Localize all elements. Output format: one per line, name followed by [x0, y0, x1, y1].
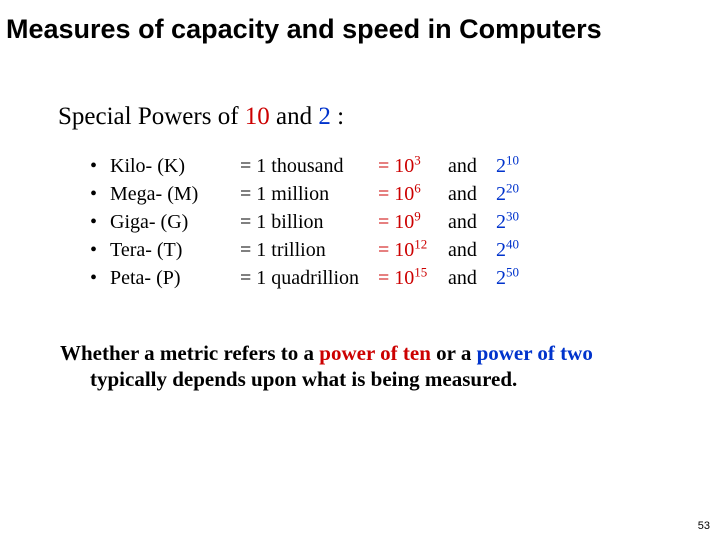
bullet-icon: • — [90, 209, 110, 235]
power-of-ten: = 106 — [378, 181, 448, 207]
power-of-two: 240 — [496, 237, 519, 263]
list-item: •Giga- (G)= 1 billion= 109and230 — [90, 209, 720, 235]
bullet-icon: • — [90, 153, 110, 179]
and-word: and — [448, 237, 496, 263]
subtitle-two: 2 — [318, 103, 331, 130]
slide-title: Measures of capacity and speed in Comput… — [0, 0, 720, 45]
prefix-label: Mega- (M) — [110, 181, 240, 207]
footer-note: Whether a metric refers to a power of te… — [30, 293, 720, 392]
list-item: •Tera- (T)= 1 trillion= 1012and240 — [90, 237, 720, 263]
bullet-icon: • — [90, 181, 110, 207]
list-item: •Peta- (P)= 1 quadrillion= 1015and250 — [90, 265, 720, 291]
value-word: = 1 thousand — [240, 153, 378, 179]
list-item: •Kilo- (K)= 1 thousand= 103and210 — [90, 153, 720, 179]
power-of-two: 220 — [496, 181, 519, 207]
power-of-ten: = 109 — [378, 209, 448, 235]
bullet-icon: • — [90, 265, 110, 291]
and-word: and — [448, 209, 496, 235]
footer-power-of-ten: power of ten — [319, 341, 431, 365]
footer-t1: Whether a metric refers to a — [60, 341, 319, 365]
power-of-two: 250 — [496, 265, 519, 291]
subtitle-lead: Special Powers of — [58, 103, 245, 130]
footer-t2: or a — [431, 341, 477, 365]
prefix-label: Kilo- (K) — [110, 153, 240, 179]
prefix-label: Tera- (T) — [110, 237, 240, 263]
footer-t3: typically depends upon what is being mea… — [90, 367, 517, 391]
power-of-two: 210 — [496, 153, 519, 179]
power-of-ten: = 1012 — [378, 237, 448, 263]
subtitle: Special Powers of 10 and 2 : — [0, 45, 720, 131]
value-word: = 1 million — [240, 181, 378, 207]
prefix-label: Giga- (G) — [110, 209, 240, 235]
value-word: = 1 quadrillion — [240, 265, 378, 291]
list-item: •Mega- (M)= 1 million= 106and220 — [90, 181, 720, 207]
subtitle-tail: : — [331, 103, 344, 130]
power-of-two: 230 — [496, 209, 519, 235]
prefix-list: •Kilo- (K)= 1 thousand= 103and210•Mega- … — [0, 131, 720, 291]
value-word: = 1 trillion — [240, 237, 378, 263]
subtitle-mid: and — [270, 103, 319, 130]
power-of-ten: = 103 — [378, 153, 448, 179]
and-word: and — [448, 153, 496, 179]
value-word: = 1 billion — [240, 209, 378, 235]
subtitle-ten: 10 — [245, 103, 270, 130]
prefix-label: Peta- (P) — [110, 265, 240, 291]
footer-power-of-two: power of two — [477, 341, 593, 365]
and-word: and — [448, 265, 496, 291]
power-of-ten: = 1015 — [378, 265, 448, 291]
bullet-icon: • — [90, 237, 110, 263]
page-number: 53 — [698, 520, 710, 532]
and-word: and — [448, 181, 496, 207]
